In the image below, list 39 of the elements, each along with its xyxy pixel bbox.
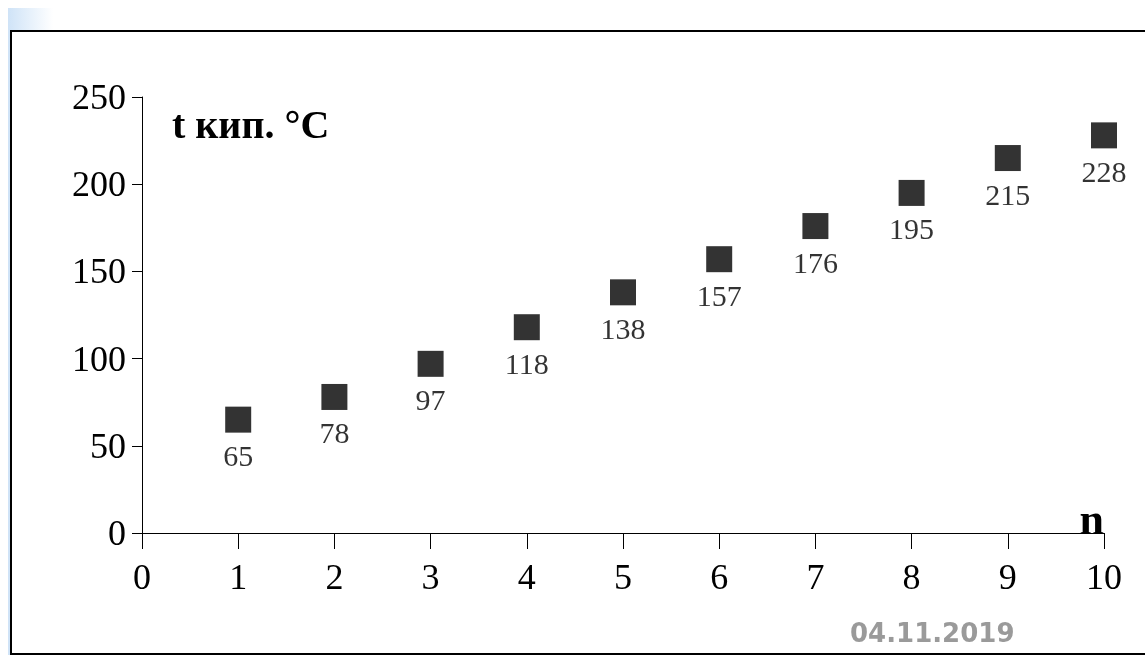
data-label: 195 (889, 212, 935, 246)
point (898, 179, 925, 206)
data-label: 65 (223, 439, 254, 473)
point (994, 145, 1021, 172)
x-tick-label: 1 (229, 557, 248, 597)
x-tick-label: 7 (806, 557, 825, 597)
x-tick-label: 3 (421, 557, 440, 597)
x-tick-label: 6 (710, 557, 729, 597)
y-tick-label: 200 (72, 164, 126, 205)
x-tick-label: 2 (325, 557, 344, 597)
x-tick-label: 4 (517, 557, 536, 597)
point (225, 406, 252, 433)
data-label: 97 (415, 383, 446, 417)
data-label: 228 (1081, 154, 1127, 188)
y-tick-label: 50 (90, 425, 126, 466)
point (321, 383, 348, 410)
point (610, 279, 636, 306)
y-axis-title: t кип. °C (172, 101, 330, 147)
x-tick-label: 0 (133, 557, 151, 597)
data-label: 118 (504, 346, 549, 380)
y-tick-label: 100 (72, 338, 126, 379)
data-label: 157 (696, 278, 742, 312)
point (802, 213, 829, 240)
y-tick-label: 0 (108, 513, 126, 553)
point (706, 246, 733, 273)
y-tick-label: 150 (72, 251, 126, 292)
x-tick-label: 5 (614, 557, 632, 597)
text: 04.11.2019 (850, 618, 1015, 648)
point (1091, 122, 1117, 149)
data-label: 78 (319, 416, 350, 450)
data-label: 138 (600, 311, 646, 345)
x-tick-label: 10 (1086, 557, 1122, 597)
y-tick-label: 250 (72, 77, 126, 117)
data-label: 215 (985, 177, 1031, 211)
point (513, 314, 540, 341)
point (417, 350, 444, 377)
x-tick-label: 8 (902, 557, 921, 597)
x-tick-label: 9 (998, 557, 1017, 597)
data-label: 176 (792, 245, 838, 279)
